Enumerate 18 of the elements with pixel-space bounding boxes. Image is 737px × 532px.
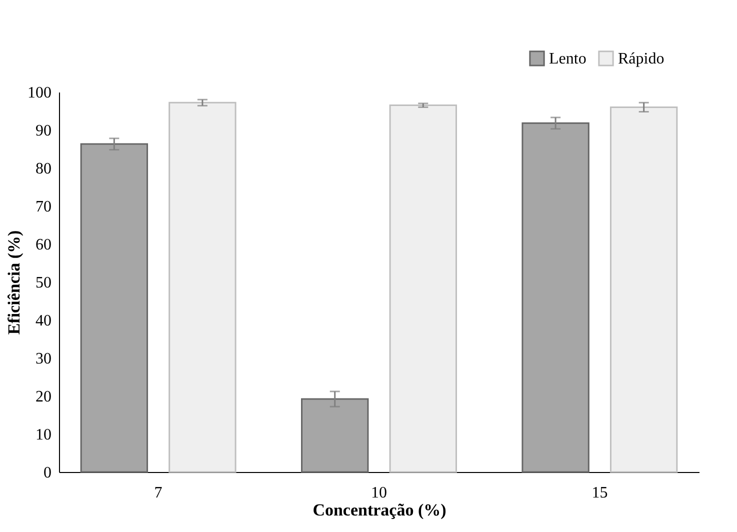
legend-label: Rápido bbox=[618, 50, 664, 68]
y-tick-label: 70 bbox=[36, 198, 52, 216]
y-tick-label: 20 bbox=[36, 388, 52, 406]
y-axis-title: Eficiência (%) bbox=[4, 230, 24, 335]
y-tick-label: 50 bbox=[36, 274, 52, 292]
y-tick-label: 100 bbox=[28, 84, 52, 102]
x-tick-label: 10 bbox=[371, 484, 387, 502]
y-tick-label: 10 bbox=[36, 426, 52, 444]
y-tick-label: 0 bbox=[44, 464, 52, 482]
x-axis-title: Concentração (%) bbox=[312, 500, 446, 520]
x-tick-label: 7 bbox=[154, 484, 162, 502]
y-tick-label: 80 bbox=[36, 160, 52, 178]
y-tick-label: 60 bbox=[36, 236, 52, 254]
x-tick-label: 15 bbox=[592, 484, 608, 502]
y-tick-label: 30 bbox=[36, 350, 52, 368]
y-tick-label: 90 bbox=[36, 122, 52, 140]
legend-label: Lento bbox=[549, 50, 586, 68]
y-tick-label: 40 bbox=[36, 312, 52, 330]
